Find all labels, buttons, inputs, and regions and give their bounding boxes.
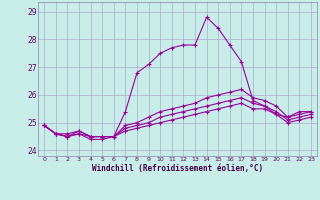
X-axis label: Windchill (Refroidissement éolien,°C): Windchill (Refroidissement éolien,°C) (92, 164, 263, 173)
